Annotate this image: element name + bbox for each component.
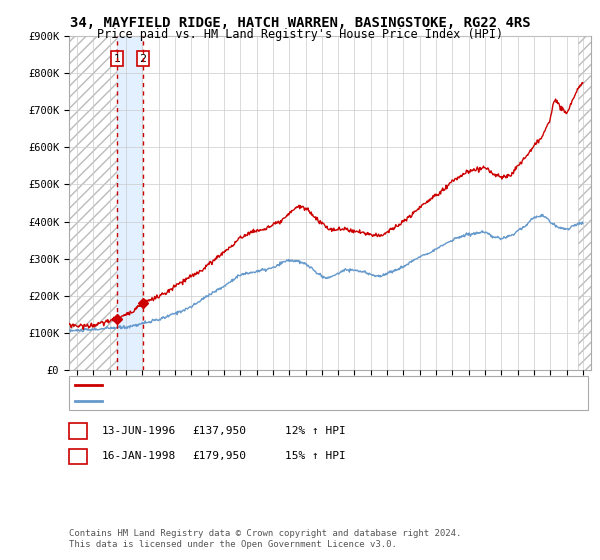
Bar (117, 36, 143, 370)
Text: 13-JUN-1996: 13-JUN-1996 (102, 426, 176, 436)
Bar (69, 36, 117, 370)
Text: Contains HM Land Registry data © Crown copyright and database right 2024.
This d: Contains HM Land Registry data © Crown c… (69, 529, 461, 549)
Bar (578, 36, 591, 370)
Text: 12% ↑ HPI: 12% ↑ HPI (285, 426, 346, 436)
Text: 16-JAN-1998: 16-JAN-1998 (102, 451, 176, 461)
Text: 2: 2 (74, 451, 82, 461)
Text: 34, MAYFIELD RIDGE, HATCH WARREN, BASINGSTOKE, RG22 4RS: 34, MAYFIELD RIDGE, HATCH WARREN, BASING… (70, 16, 530, 30)
Text: 15% ↑ HPI: 15% ↑ HPI (285, 451, 346, 461)
Text: 1: 1 (113, 54, 121, 64)
Text: 2: 2 (139, 54, 146, 64)
Text: £137,950: £137,950 (192, 426, 246, 436)
Text: Price paid vs. HM Land Registry's House Price Index (HPI): Price paid vs. HM Land Registry's House … (97, 28, 503, 41)
Text: HPI: Average price, detached house, Basingstoke and Deane: HPI: Average price, detached house, Basi… (108, 396, 464, 406)
Text: £179,950: £179,950 (192, 451, 246, 461)
Text: 34, MAYFIELD RIDGE, HATCH WARREN, BASINGSTOKE, RG22 4RS (detached house): 34, MAYFIELD RIDGE, HATCH WARREN, BASING… (108, 380, 558, 390)
Text: 1: 1 (74, 426, 82, 436)
